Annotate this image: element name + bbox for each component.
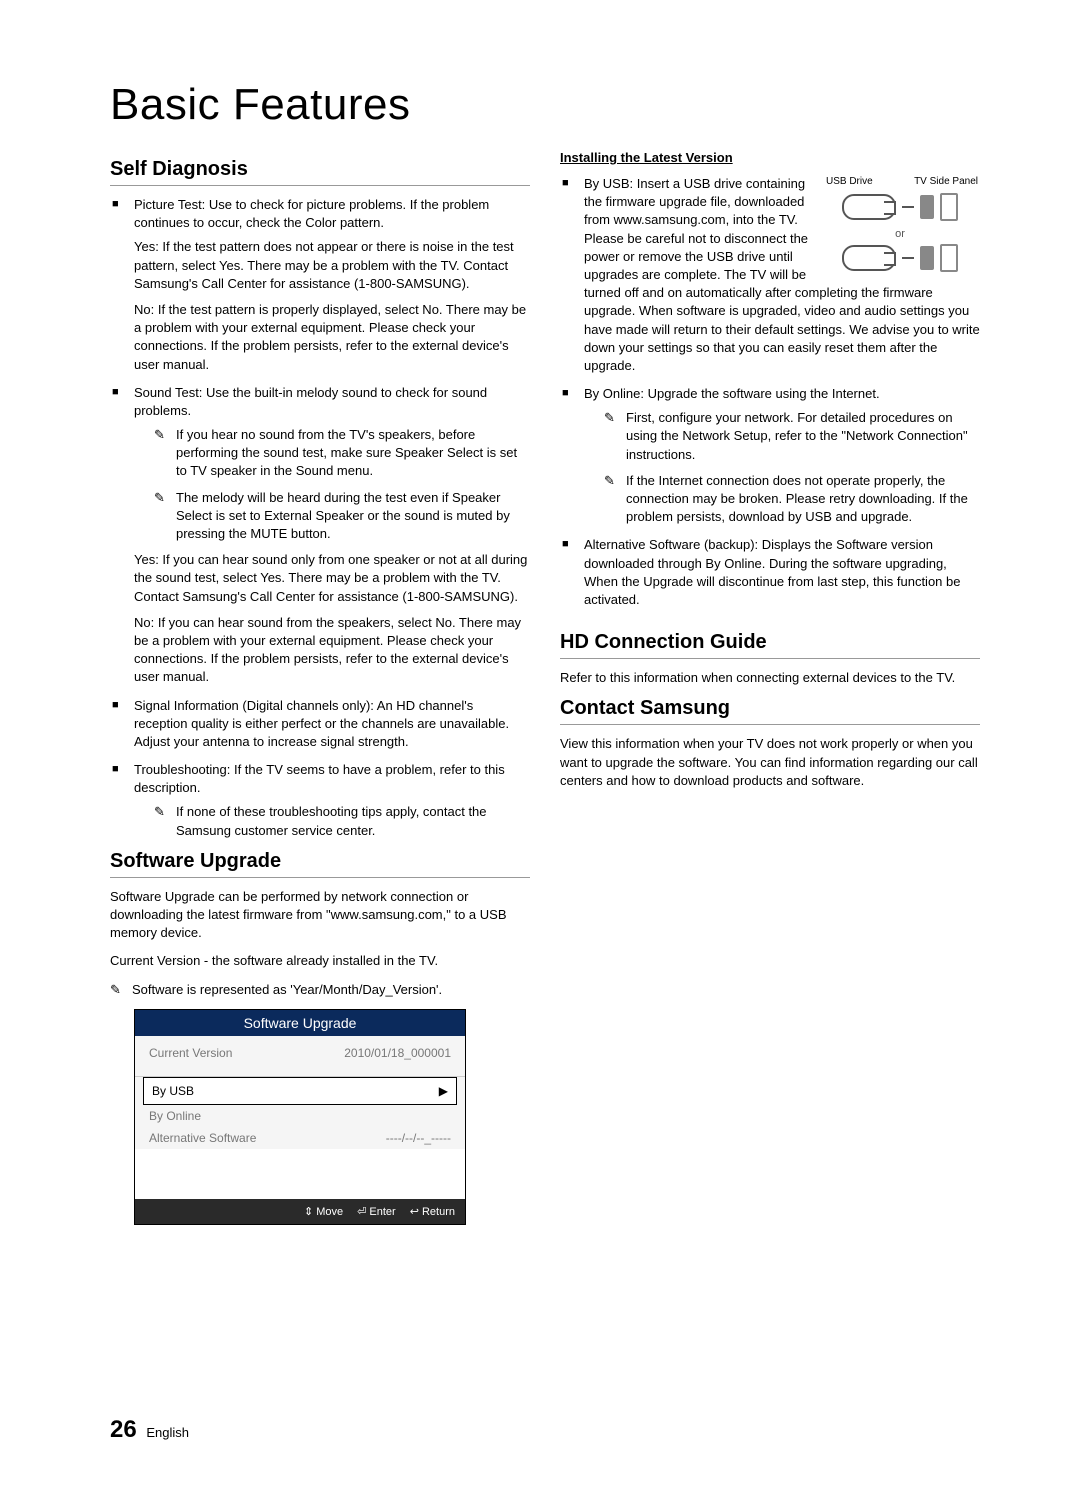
move-hint: ⇕ Move	[304, 1205, 343, 1218]
software-upgrade-p2: Current Version - the software already i…	[110, 952, 530, 970]
usb-drive-icon	[842, 194, 896, 220]
page-language: English	[146, 1425, 189, 1440]
hd-connection-heading: HD Connection Guide	[560, 631, 980, 659]
picture-test-text: Picture Test: Use to check for picture p…	[134, 197, 489, 230]
left-column: Self Diagnosis Picture Test: Use to chec…	[110, 150, 530, 1225]
troubleshooting-text: Troubleshooting: If the TV seems to have…	[134, 762, 505, 795]
enter-hint: ⏎ Enter	[357, 1205, 396, 1218]
by-usb-item: USB Drive TV Side Panel or	[560, 175, 980, 375]
usb-port-icon	[940, 193, 958, 221]
picture-test-no: No: If the test pattern is properly disp…	[134, 301, 530, 374]
installing-latest-heading: Installing the Latest Version	[560, 150, 980, 165]
usb-drive-label: USB Drive	[826, 175, 873, 189]
page-title: Basic Features	[110, 80, 980, 130]
usb-port-icon	[920, 195, 934, 219]
page-footer: 26 English	[110, 1416, 189, 1444]
usb-port-icon	[940, 244, 958, 272]
signal-info-item: Signal Information (Digital channels onl…	[110, 697, 530, 752]
contact-samsung-text: View this information when your TV does …	[560, 735, 980, 790]
online-note-1: First, configure your network. For detai…	[604, 409, 980, 464]
by-online-option[interactable]: By Online	[149, 1109, 201, 1123]
current-version-label: Current Version	[149, 1046, 232, 1060]
tv-side-panel-label: TV Side Panel	[914, 175, 978, 189]
picture-test-yes: Yes: If the test pattern does not appear…	[134, 238, 530, 293]
or-label: or	[820, 227, 980, 242]
hd-connection-text: Refer to this information when connectin…	[560, 669, 980, 687]
alternative-software-label: Alternative Software	[149, 1131, 256, 1145]
alternative-software-value: ----/--/--_-----	[386, 1131, 451, 1145]
sound-test-yes: Yes: If you can hear sound only from one…	[134, 551, 530, 606]
by-online-item: By Online: Upgrade the software using th…	[560, 385, 980, 526]
sound-note-1: If you hear no sound from the TV's speak…	[154, 426, 530, 481]
sound-test-text: Sound Test: Use the built-in melody soun…	[134, 385, 487, 418]
sound-test-item: Sound Test: Use the built-in melody soun…	[110, 384, 530, 687]
by-online-text: By Online: Upgrade the software using th…	[584, 386, 880, 401]
troubleshooting-item: Troubleshooting: If the TV seems to have…	[110, 761, 530, 840]
software-upgrade-heading: Software Upgrade	[110, 850, 530, 878]
online-note-2: If the Internet connection does not oper…	[604, 472, 980, 527]
right-column: Installing the Latest Version USB Drive …	[560, 150, 980, 1225]
sound-note-2: The melody will be heard during the test…	[154, 489, 530, 544]
arrow-right-icon: ▶	[439, 1084, 448, 1098]
usb-drive-icon	[842, 245, 896, 271]
by-usb-option[interactable]: By USB ▶	[143, 1077, 457, 1105]
picture-test-item: Picture Test: Use to check for picture p…	[110, 196, 530, 374]
troubleshooting-note: If none of these troubleshooting tips ap…	[154, 803, 530, 839]
software-upgrade-p1: Software Upgrade can be performed by net…	[110, 888, 530, 943]
current-version-value: 2010/01/18_000001	[344, 1046, 451, 1060]
usb-port-icon	[920, 246, 934, 270]
sound-test-no: No: If you can hear sound from the speak…	[134, 614, 530, 687]
page-number: 26	[110, 1416, 137, 1443]
return-hint: ↩ Return	[410, 1205, 455, 1218]
by-usb-label: By USB	[152, 1084, 194, 1098]
software-version-note: Software is represented as 'Year/Month/D…	[110, 981, 530, 999]
software-upgrade-panel: Software Upgrade Current Version 2010/01…	[134, 1009, 466, 1225]
swbox-title: Software Upgrade	[135, 1010, 465, 1036]
alternative-software-item: Alternative Software (backup): Displays …	[560, 536, 980, 609]
contact-samsung-heading: Contact Samsung	[560, 697, 980, 725]
self-diagnosis-heading: Self Diagnosis	[110, 158, 530, 186]
usb-diagram: USB Drive TV Side Panel or	[820, 175, 980, 278]
